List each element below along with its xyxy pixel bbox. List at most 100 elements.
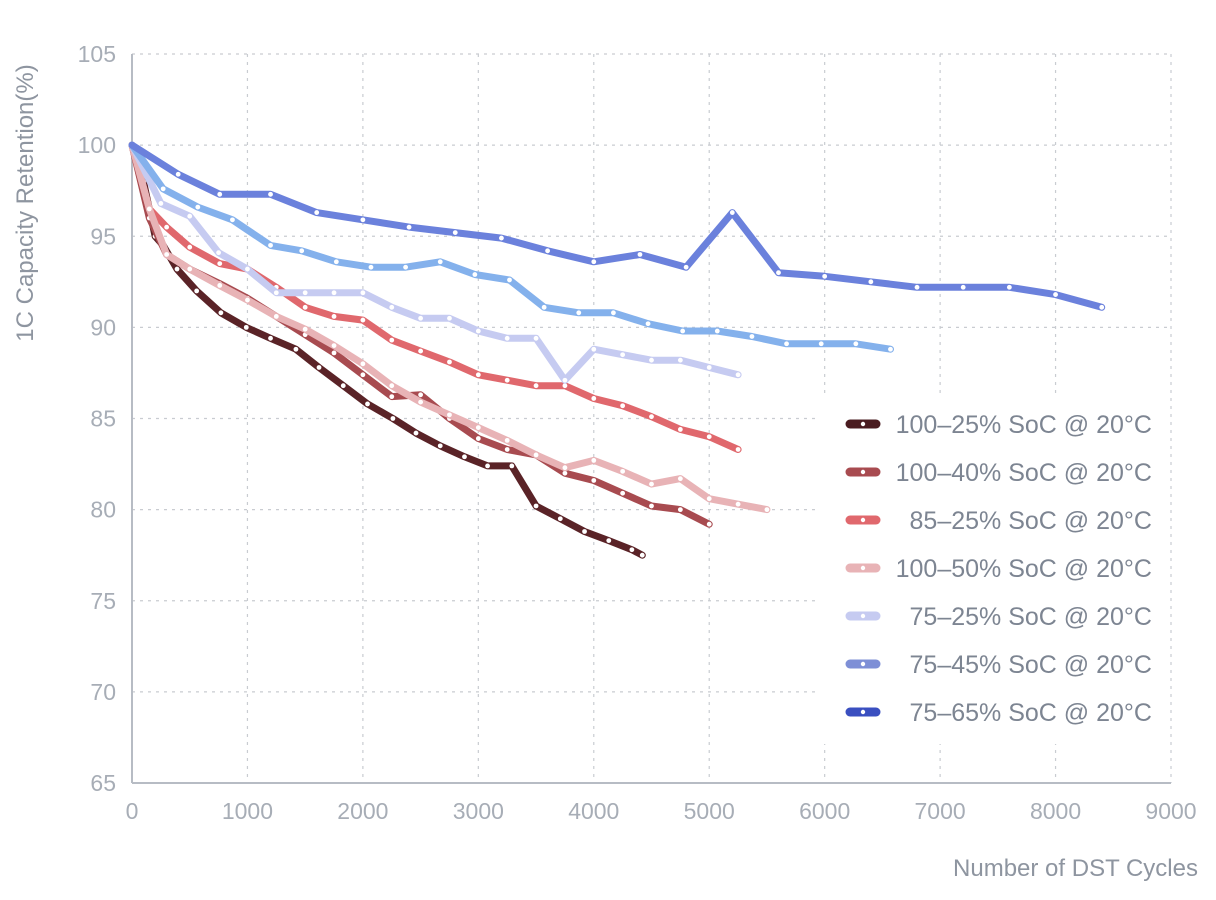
y-tick-label: 85 — [90, 406, 116, 432]
data-point — [629, 547, 635, 553]
data-point — [764, 507, 770, 513]
data-point — [164, 252, 170, 257]
data-point — [447, 412, 452, 418]
data-point — [818, 341, 824, 347]
legend-label: 75–65% SoC @ 20°C — [910, 699, 1152, 727]
data-point — [533, 452, 539, 458]
data-point — [447, 359, 452, 365]
series-group — [128, 141, 771, 514]
data-point — [591, 478, 597, 483]
data-point — [158, 201, 164, 206]
data-point — [217, 191, 223, 197]
data-point — [485, 463, 490, 469]
x-tick-label: 6000 — [799, 798, 850, 824]
data-point — [562, 470, 568, 476]
y-tick-label: 95 — [90, 223, 116, 249]
legend-swatch-dot — [860, 661, 866, 667]
data-point — [390, 416, 396, 421]
data-point — [462, 454, 467, 460]
x-tick-label: 3000 — [453, 798, 504, 824]
data-point — [776, 270, 781, 276]
x-tick-label: 0 — [126, 798, 139, 824]
y-tick-label: 75 — [90, 588, 116, 614]
data-point — [649, 481, 654, 487]
data-point — [175, 171, 181, 177]
data-point — [187, 266, 193, 272]
data-point — [365, 401, 370, 407]
data-point — [360, 361, 366, 367]
data-point — [677, 476, 683, 482]
data-point — [606, 538, 612, 544]
data-point — [268, 242, 273, 248]
data-point — [960, 284, 966, 290]
data-point — [293, 346, 299, 352]
data-point — [649, 414, 654, 420]
data-point — [187, 244, 193, 250]
series-line — [128, 141, 646, 559]
data-point — [418, 348, 424, 354]
y-tick-label: 70 — [90, 679, 116, 705]
data-point — [340, 383, 346, 389]
legend-entry: 85–25% SoC @ 20°C — [845, 507, 1152, 535]
data-point — [749, 334, 755, 339]
data-point — [620, 490, 626, 496]
data-point — [853, 341, 859, 347]
data-point — [504, 437, 510, 443]
data-point — [187, 213, 193, 219]
legend-entry: 75–65% SoC @ 20°C — [845, 699, 1152, 727]
data-point — [314, 210, 320, 215]
data-point — [504, 447, 510, 452]
legend-swatch-dot — [860, 613, 866, 619]
data-point — [243, 324, 249, 330]
legend-swatch-dot — [860, 421, 866, 427]
data-point — [677, 427, 683, 432]
x-axis-title: Number of DST Cycles — [953, 855, 1198, 882]
data-point — [683, 264, 689, 270]
data-point — [403, 264, 409, 270]
legend-label: 100–25% SoC @ 20°C — [896, 411, 1152, 439]
data-point — [368, 264, 374, 270]
legend-label: 100–40% SoC @ 20°C — [896, 459, 1152, 487]
legend-swatch-dot — [860, 709, 866, 715]
x-tick-label: 7000 — [915, 798, 966, 824]
y-tick-label: 80 — [90, 497, 116, 523]
data-point — [914, 284, 920, 290]
data-point — [268, 191, 273, 197]
data-point — [557, 516, 563, 522]
data-point — [591, 346, 597, 352]
data-point — [302, 326, 308, 332]
y-tick-label: 90 — [90, 314, 116, 340]
data-point — [504, 335, 510, 341]
series-line — [128, 141, 894, 353]
data-point — [591, 396, 597, 401]
data-point — [735, 447, 741, 452]
data-point — [729, 210, 735, 215]
x-tick-label: 8000 — [1030, 798, 1081, 824]
data-point — [389, 394, 395, 400]
data-point — [784, 341, 789, 347]
data-point — [217, 283, 223, 288]
data-point — [620, 403, 626, 409]
legend-label: 75–45% SoC @ 20°C — [910, 651, 1152, 679]
series-group — [128, 141, 894, 353]
data-point — [562, 465, 568, 471]
data-point — [418, 392, 424, 398]
legend-swatch-dot — [860, 565, 866, 571]
data-point — [533, 503, 539, 509]
data-point — [822, 273, 828, 279]
data-point — [413, 430, 419, 436]
data-point — [273, 314, 279, 319]
data-point — [475, 436, 481, 441]
data-point — [418, 399, 424, 405]
x-tick-label: 1000 — [222, 798, 273, 824]
data-point — [591, 259, 597, 265]
x-tick-label: 2000 — [337, 798, 388, 824]
data-point — [499, 235, 504, 241]
data-point — [447, 315, 452, 321]
x-tick-label: 4000 — [568, 798, 619, 824]
series-layer — [128, 141, 1106, 559]
data-point — [1053, 292, 1058, 297]
data-point — [437, 443, 443, 449]
series-line — [128, 141, 713, 528]
legend-label: 85–25% SoC @ 20°C — [910, 507, 1152, 535]
